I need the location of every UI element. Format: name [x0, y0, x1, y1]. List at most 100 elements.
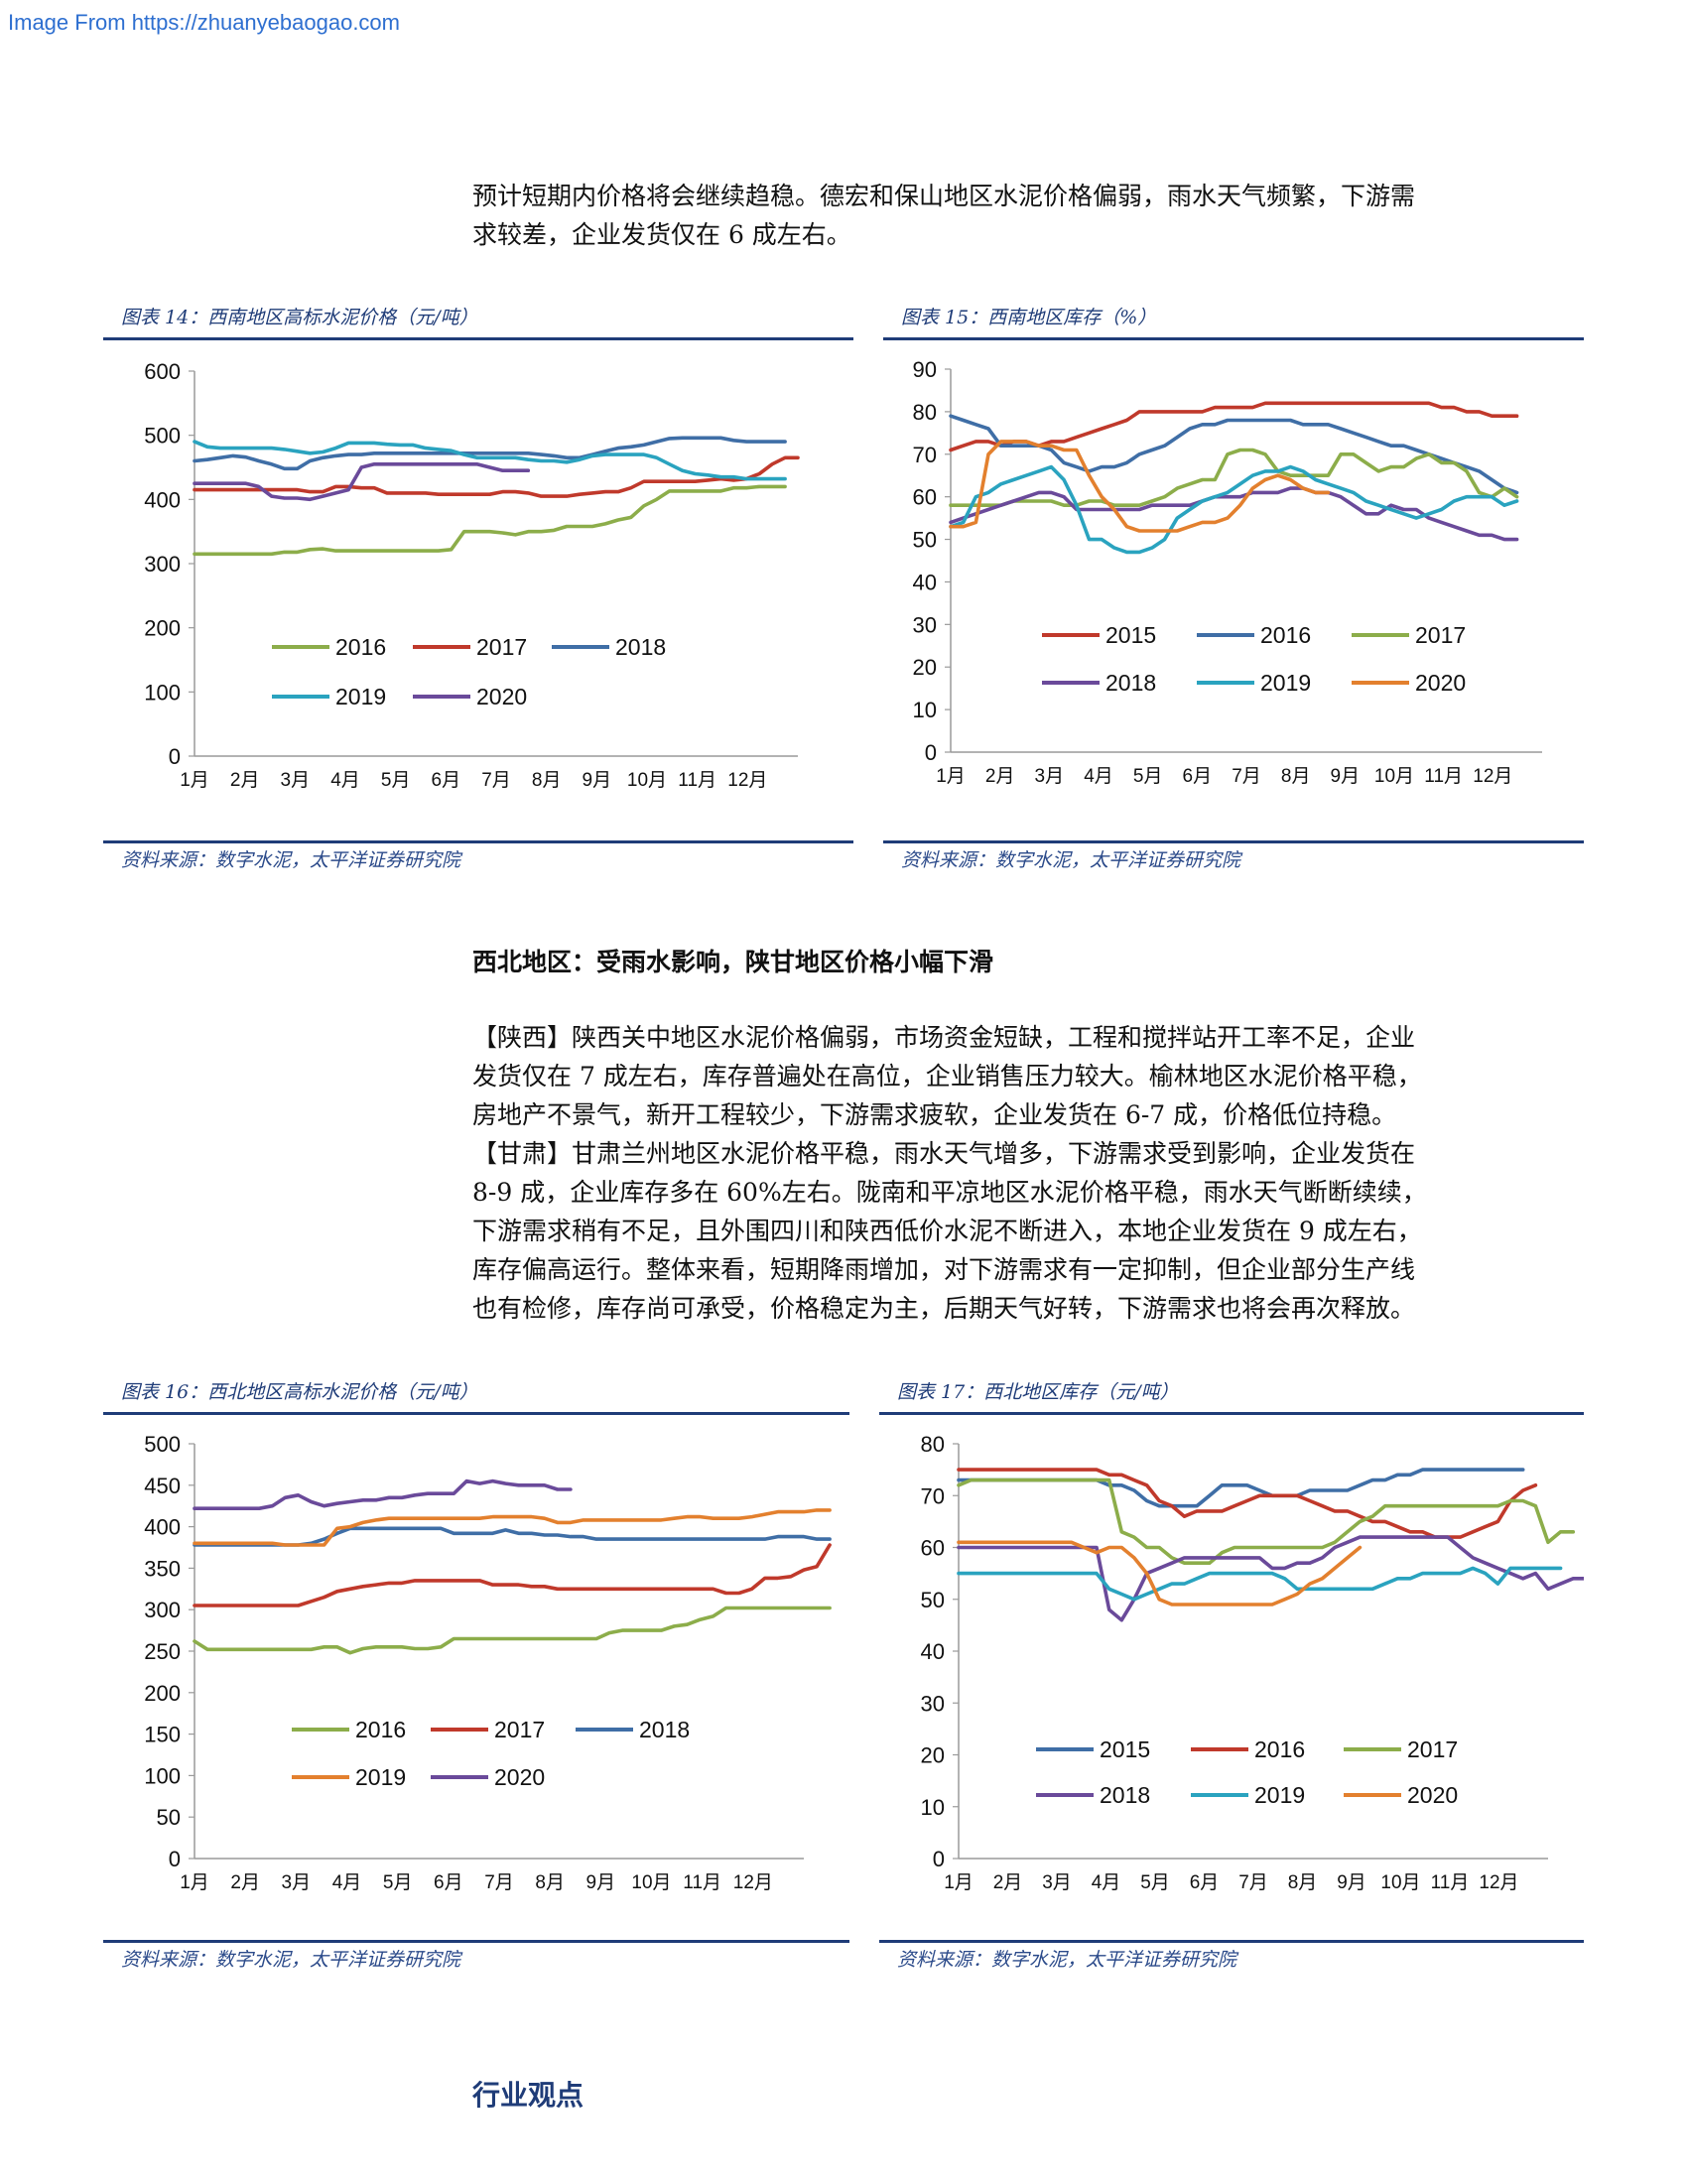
series-line-2018: [193, 436, 787, 471]
y-tick-label: 60: [913, 485, 937, 510]
legend-label-2017: 2017: [1415, 622, 1466, 648]
legend-label-2015: 2015: [1100, 1736, 1150, 1762]
series-line-2015: [957, 1468, 1525, 1508]
x-tick-label: 7月: [481, 770, 511, 791]
chart17-source: 资料来源：数字水泥，太平洋证券研究院: [897, 1949, 1237, 1971]
legend-label-2015: 2015: [1105, 622, 1156, 648]
body-line: 【陕西】陕西关中地区水泥价格偏弱，市场资金短缺，工程和搅拌站开工率不足，企业: [472, 1023, 1416, 1052]
legend-label-2017: 2017: [476, 634, 527, 660]
chart15-caption: 图表 15：西南地区库存（%）: [901, 307, 1157, 328]
x-tick-label: 9月: [1331, 766, 1361, 787]
y-tick-label: 30: [921, 1691, 945, 1716]
chart17-bottom-rule: [879, 1940, 1584, 1943]
series-line-2016: [193, 1606, 832, 1655]
y-tick-label: 90: [913, 357, 937, 382]
y-tick-label: 450: [144, 1474, 181, 1498]
x-tick-label: 10月: [1374, 766, 1414, 787]
body-line: 房地产不景气，新开工程较少，下游需求疲软，企业发货在 6-7 成，价格低位持稳。: [472, 1100, 1397, 1129]
x-tick-label: 11月: [1424, 766, 1463, 787]
legend-label-2018: 2018: [639, 1717, 690, 1742]
chart17-top-rule: [879, 1412, 1584, 1415]
x-tick-label: 11月: [683, 1872, 721, 1893]
x-tick-label: 5月: [1140, 1872, 1170, 1893]
y-tick-label: 300: [144, 1598, 181, 1622]
y-tick-label: 50: [157, 1805, 181, 1830]
intro-line: 预计短期内价格将会继续趋稳。德宏和保山地区水泥价格偏弱，雨水天气频繁，下游需: [472, 182, 1416, 210]
y-tick-label: 200: [144, 1681, 181, 1706]
y-tick-label: 70: [913, 443, 937, 467]
chart15-svg: 0 10 20 30 40 50 60 70 80 90 1月 2月 3月 4月 5月 6月 7月 8月 9月 10月…: [913, 357, 1542, 787]
legend-label-2018: 2018: [1100, 1782, 1150, 1808]
chart14-bottom-rule: [103, 840, 853, 843]
x-tick-label: 6月: [1190, 1872, 1220, 1893]
chart16-caption: 图表 16：西北地区高标水泥价格（元/吨）: [121, 1381, 478, 1403]
series-line-2017: [193, 455, 800, 498]
x-tick-label: 3月: [281, 770, 311, 791]
watermark-link[interactable]: Image From https://zhuanyebaogao.com: [8, 10, 400, 35]
legend-label-2016: 2016: [355, 1717, 406, 1742]
legend-label-2016: 2016: [1254, 1736, 1305, 1762]
y-tick-label: 40: [921, 1639, 945, 1664]
legend-label-2019: 2019: [1254, 1782, 1305, 1808]
series-line-2020: [949, 440, 1331, 533]
legend-label-2017: 2017: [494, 1717, 545, 1742]
series-line-2020: [193, 1478, 573, 1510]
chart14-source: 资料来源：数字水泥，太平洋证券研究院: [121, 849, 461, 871]
y-tick-label: 400: [144, 1515, 181, 1540]
x-tick-label: 2月: [230, 1872, 260, 1893]
x-tick-label: 1月: [180, 770, 209, 791]
x-tick-label: 4月: [1092, 1872, 1121, 1893]
y-tick-label: 350: [144, 1556, 181, 1581]
x-tick-label: 5月: [381, 770, 411, 791]
x-tick-label: 12月: [733, 1872, 773, 1893]
x-tick-label: 2月: [993, 1872, 1023, 1893]
chart17-svg: 0 10 20 30 40 50 60 70 80 1月 2月 3月 4月 5月 6月 7月 8月 9月 10月 11…: [921, 1432, 1584, 1893]
section-title: 西北地区：受雨水影响，陕甘地区价格小幅下滑: [472, 948, 994, 976]
series-line-2020: [957, 1540, 1363, 1606]
series-line-2018: [957, 1535, 1584, 1622]
chart16-top-rule: [103, 1412, 849, 1415]
x-tick-label: 7月: [484, 1872, 514, 1893]
x-tick-label: 6月: [434, 1872, 463, 1893]
y-tick-label: 0: [933, 1847, 945, 1871]
legend-label-2016: 2016: [335, 634, 386, 660]
series-line-2016: [949, 414, 1519, 495]
body-line: 8-9 成，企业库存多在 60%左右。陇南和平凉地区水泥价格平稳，雨水天气断断续…: [472, 1178, 1427, 1207]
y-tick-label: 400: [144, 487, 181, 512]
legend-label-2020: 2020: [1415, 670, 1466, 696]
x-tick-label: 8月: [532, 770, 562, 791]
x-tick-label: 4月: [1084, 766, 1113, 787]
x-tick-label: 9月: [1337, 1872, 1366, 1893]
x-tick-label: 5月: [1133, 766, 1163, 787]
x-tick-label: 2月: [985, 766, 1015, 787]
y-tick-label: 150: [144, 1723, 181, 1747]
x-tick-label: 10月: [627, 770, 667, 791]
x-tick-label: 1月: [180, 1872, 209, 1893]
y-tick-label: 500: [144, 424, 181, 449]
body-line: 也有检修，库存尚可承受，价格稳定为主，后期天气好转，下游需求也将会再次释放。: [472, 1294, 1416, 1323]
x-tick-label: 1月: [936, 766, 966, 787]
y-tick-label: 30: [913, 612, 937, 637]
body-line: 【甘肃】甘肃兰州地区水泥价格平稳，雨水天气增多，下游需求受到影响，企业发货在: [472, 1139, 1416, 1168]
y-tick-label: 0: [169, 1847, 181, 1871]
x-tick-label: 3月: [1042, 1872, 1072, 1893]
x-tick-label: 6月: [432, 770, 461, 791]
legend-label-2020: 2020: [1407, 1782, 1458, 1808]
series-line-2015: [949, 401, 1519, 452]
x-tick-label: 4月: [332, 1872, 362, 1893]
x-tick-label: 7月: [1238, 1872, 1268, 1893]
chart14-svg: 0 100 200 300 400 500 600 1月 2月 3月 4月 5月 6月 7月 8月 9月 10月…: [144, 359, 800, 791]
chart16-bottom-rule: [103, 1940, 849, 1943]
legend-label-2018: 2018: [1105, 670, 1156, 696]
x-tick-label: 6月: [1183, 766, 1213, 787]
chart17-caption: 图表 17：西北地区库存（元/吨）: [897, 1381, 1179, 1403]
y-tick-label: 500: [144, 1432, 181, 1457]
y-tick-label: 50: [913, 528, 937, 553]
chart16-source: 资料来源：数字水泥，太平洋证券研究院: [121, 1949, 461, 1971]
x-tick-label: 11月: [678, 770, 716, 791]
y-tick-label: 600: [144, 359, 181, 384]
intro-line: 求较差，企业发货仅在 6 成左右。: [472, 220, 851, 249]
chart15-source: 资料来源：数字水泥，太平洋证券研究院: [901, 849, 1241, 871]
x-tick-label: 3月: [282, 1872, 312, 1893]
chart15-bottom-rule: [883, 840, 1584, 843]
